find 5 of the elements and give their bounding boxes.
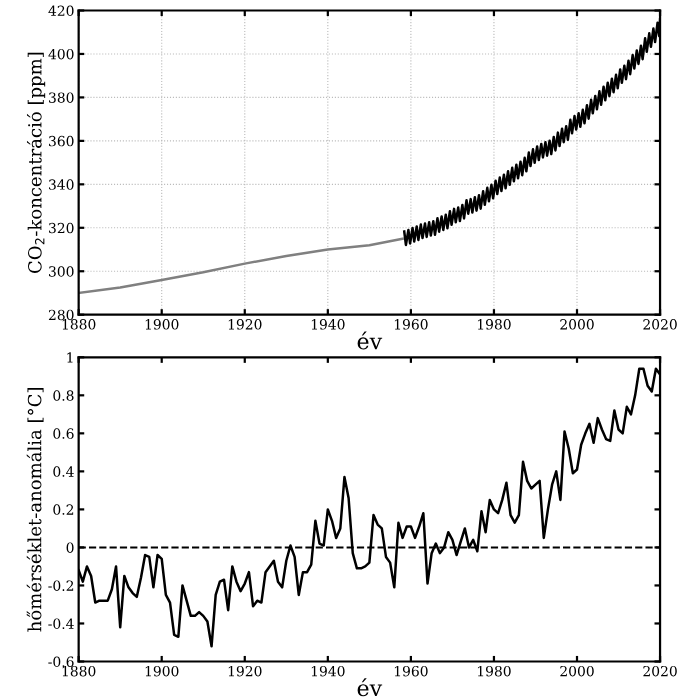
x-axis-title: év [357, 678, 383, 697]
y-axis-title: CO$_{2}$-koncentráció [ppm] [26, 52, 46, 273]
line-series [78, 237, 404, 295]
x-axis-title: év [357, 331, 383, 350]
y-axis-title: hőmérséklet-anomália [°C] [26, 388, 44, 632]
